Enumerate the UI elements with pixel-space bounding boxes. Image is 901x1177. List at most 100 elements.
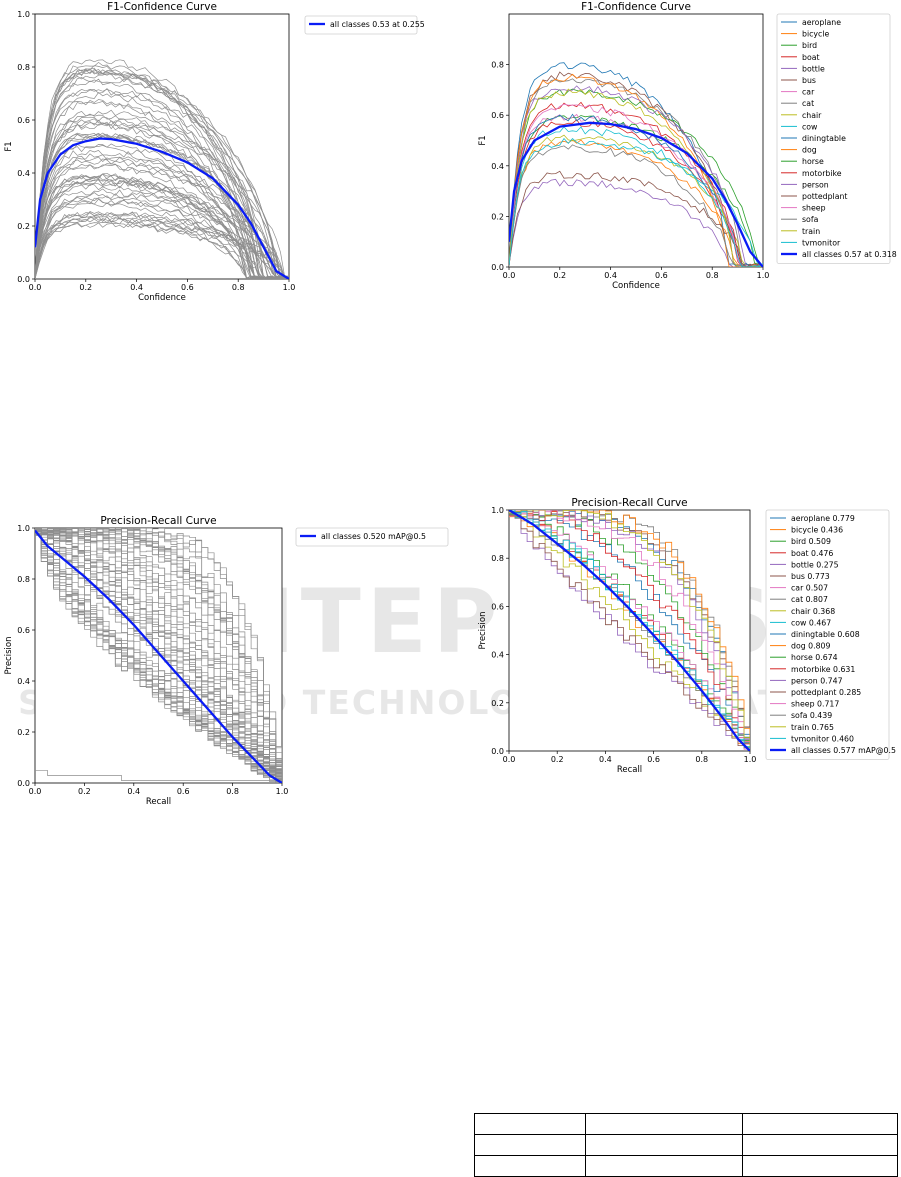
legend-entry: motorbike [802,169,842,178]
class-curve [35,528,282,783]
chart-1: F1-Confidence Curve 0.0 0.2 0.4 0.6 0.8 1.0 0.0… [4,1,425,303]
class-curve [35,528,282,783]
class-curve [35,133,289,279]
table-cell [742,1134,898,1156]
class-curve [35,528,282,783]
x-tick-label: 0.8 [695,755,708,764]
chart-title: Precision-Recall Curve [571,497,687,509]
table-cell [742,1113,898,1135]
class-curve-dog [509,73,763,267]
y-tick-label: 0.0 [17,275,30,284]
class-curve [35,195,289,279]
class-curve-sofa [509,144,763,267]
x-tick-label: 0.4 [599,755,612,764]
x-tick-label: 0.6 [647,755,660,764]
legend: aeroplane 0.779 bicycle 0.436 bird 0.509 bo… [765,509,896,761]
y-tick-label: 0.2 [17,222,30,231]
table-cell [742,1155,898,1177]
table-row [474,1155,898,1177]
y-tick-label: 0.8 [491,61,504,70]
legend-entry: train 0.765 [791,723,834,732]
class-curve-boat [509,119,763,267]
class-curve [35,91,289,279]
x-tick-label: 0.2 [79,283,92,292]
legend-entry: tvmonitor 0.460 [791,734,854,743]
x-tick-label: 0.6 [655,271,668,280]
legend-entry: all classes 0.577 mAP@0.5 [791,746,896,755]
y-axis-label: Precision [478,612,488,650]
legend-entry: car 0.507 [791,584,828,593]
y-tick-label: 0.6 [17,116,30,125]
class-curve-bicycle [509,139,763,267]
all-classes-line [35,137,289,279]
legend-box [776,13,891,265]
y-tick-label: 1.0 [17,524,30,533]
curve-layer [35,59,289,279]
class-curve-sheep [509,510,750,751]
x-tick-label: 0.4 [604,271,617,280]
legend-entry: bus [802,76,816,85]
legend-entry: chair 0.368 [791,607,835,616]
y-tick-label: 0.2 [491,699,504,708]
legend-entry: sheep 0.717 [791,700,839,709]
class-curve [35,59,289,279]
class-curve [35,113,289,279]
legend-entry: aeroplane 0.779 [791,514,855,523]
class-curve-bird [509,510,750,751]
x-tick-label: 1.0 [744,755,757,764]
x-tick-label: 0.8 [226,787,239,796]
chart-title: F1-Confidence Curve [581,1,691,13]
y-tick-label: 0.2 [17,728,30,737]
class-curve [35,192,289,279]
legend-entry: pottedplant 0.285 [791,688,861,697]
class-curve [35,181,289,279]
legend-entry: train [802,227,820,236]
class-curve [35,528,282,783]
class-curve [35,133,289,279]
class-curve [35,211,289,279]
y-tick-label: 0.6 [491,602,504,611]
x-axis-label: Recall [617,765,642,775]
class-curve [35,769,282,781]
legend-box [295,527,449,547]
legend-entry: cat [802,99,814,108]
legend-entry: boat 0.476 [791,549,833,558]
legend-entry: chair [802,111,822,120]
class-curve [35,121,289,279]
class-curve [35,118,289,279]
y-tick-label: 1.0 [17,10,30,19]
table-cell [585,1155,743,1177]
class-curve [35,212,289,279]
y-tick-label: 0.2 [491,212,504,221]
y-tick-label: 0.4 [17,169,30,178]
x-tick-label: 0.8 [706,271,719,280]
class-curve [35,116,289,279]
table-cell [474,1113,586,1135]
x-tick-label: 0.4 [130,283,143,292]
class-curve [35,88,289,279]
legend-entry: dog 0.809 [791,642,831,651]
y-tick-label: 0.0 [491,747,504,756]
legend-entry: all classes 0.53 at 0.255 [330,20,425,29]
legend-entry: person [802,180,829,189]
class-curve-cow [509,137,763,267]
curve-layer [35,528,282,783]
class-curve [35,528,282,783]
plot-frame [508,13,764,268]
y-tick-label: 0.4 [491,651,504,660]
legend: all classes 0.520 mAP@0.5 [295,527,449,547]
legend: aeroplane bicycle bird boat bottle bus car cat c… [776,13,897,265]
legend-entry: bottle [802,64,825,73]
class-curve-train [509,510,750,751]
x-axis-label: Recall [146,797,171,807]
y-tick-label: 0.4 [17,677,30,686]
class-curve-sofa [509,510,750,751]
x-tick-label: 0.8 [232,283,245,292]
class-curve [35,172,289,279]
legend-entry: person 0.747 [791,676,843,685]
class-curve [35,88,289,279]
class-curve [35,145,289,279]
x-tick-label: 0.2 [553,271,566,280]
x-tick-label: 0.0 [503,755,516,764]
